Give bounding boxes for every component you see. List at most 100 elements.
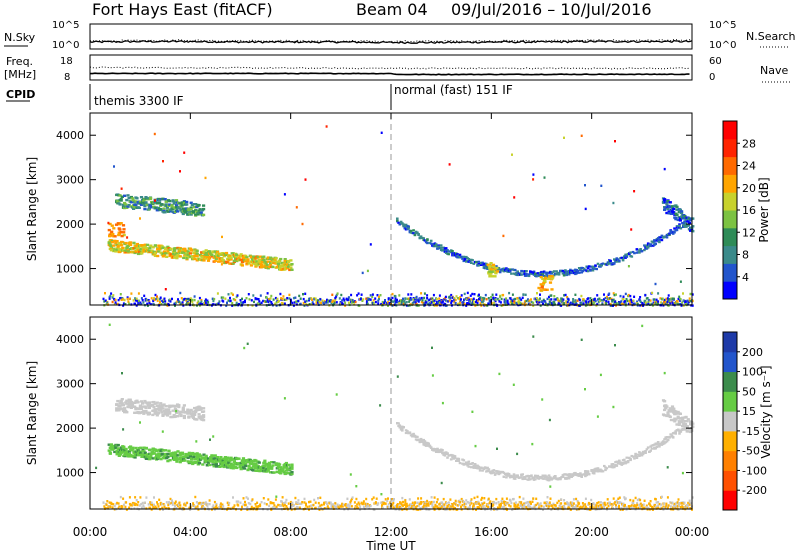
heatmap-cell xyxy=(206,504,209,508)
heatmap-cell xyxy=(664,300,667,304)
heatmap-cell xyxy=(535,497,538,500)
heatmap-cell xyxy=(142,453,146,456)
heatmap-cell xyxy=(276,299,279,302)
heatmap-cell xyxy=(529,500,532,504)
heatmap-cell xyxy=(143,204,147,208)
heatmap-cell xyxy=(603,464,606,468)
heatmap-cell xyxy=(150,501,153,504)
heatmap-cell xyxy=(663,167,666,171)
heatmap-cell xyxy=(335,505,338,509)
heatmap-cell xyxy=(242,300,245,304)
heatmap-cell xyxy=(667,294,670,297)
heatmap-cell xyxy=(525,274,528,277)
heatmap-cell xyxy=(414,231,418,235)
heatmap-cell xyxy=(470,466,473,469)
heatmap-cell xyxy=(521,270,524,273)
heatmap-cell xyxy=(223,456,227,459)
heatmap-cell xyxy=(649,243,652,246)
heatmap-cell xyxy=(128,297,131,300)
heatmap-cell xyxy=(151,457,155,460)
heatmap-cell xyxy=(450,293,453,297)
heatmap-cell xyxy=(388,302,391,305)
heatmap-cell xyxy=(182,256,186,260)
heatmap-cell xyxy=(513,476,517,479)
heatmap-cell xyxy=(347,298,350,301)
heatmap-cell xyxy=(182,416,186,420)
heatmap-cell xyxy=(359,505,362,508)
heatmap-cell xyxy=(487,503,490,506)
heatmap-cell xyxy=(203,502,206,505)
heatmap-cell xyxy=(161,197,165,201)
heatmap-cell xyxy=(563,502,566,505)
heatmap-cell xyxy=(154,410,158,413)
heatmap-cell xyxy=(429,446,433,449)
heatmap-cell xyxy=(343,299,346,302)
heatmap-cell xyxy=(287,502,290,505)
heatmap-cell xyxy=(146,298,149,302)
heatmap-cell xyxy=(283,502,286,505)
heatmap-cell xyxy=(471,462,474,465)
heatmap-cell xyxy=(181,406,185,409)
heatmap-cell xyxy=(543,176,546,179)
heatmap-cell xyxy=(118,453,122,456)
heatmap-cell xyxy=(641,301,644,305)
heatmap-cell xyxy=(443,454,447,457)
heatmap-cell xyxy=(485,262,488,265)
heatmap-cell xyxy=(271,506,274,509)
heatmap-cell xyxy=(192,452,196,456)
heatmap-cell xyxy=(158,246,162,249)
heatmap-cell xyxy=(490,275,494,278)
power-colorbar-label: Power [dB] xyxy=(757,177,771,242)
heatmap-cell xyxy=(175,205,178,209)
heatmap-cell xyxy=(165,414,170,417)
heatmap-cell xyxy=(592,267,596,270)
heatmap-cell xyxy=(181,411,185,414)
heatmap-cell xyxy=(258,467,262,470)
heatmap-cell xyxy=(580,294,583,298)
heatmap-cell xyxy=(124,250,128,254)
heatmap-cell xyxy=(188,252,192,255)
heatmap-cell xyxy=(569,508,572,511)
heatmap-cell xyxy=(271,302,274,306)
heatmap-cell xyxy=(530,502,532,505)
heatmap-cell xyxy=(172,405,176,408)
heatmap-cell xyxy=(481,496,483,500)
heatmap-cell xyxy=(496,304,499,307)
heatmap-cell xyxy=(494,297,497,300)
heatmap-cell xyxy=(513,301,516,305)
heatmap-cell xyxy=(113,239,117,243)
heatmap-cell xyxy=(548,275,552,278)
heatmap-cell xyxy=(357,501,360,504)
heatmap-cell xyxy=(272,260,276,263)
heatmap-cell xyxy=(165,501,168,504)
heatmap-cell xyxy=(549,302,552,305)
heatmap-cell xyxy=(480,498,483,501)
heatmap-cell xyxy=(134,203,138,207)
heatmap-cell xyxy=(220,257,224,260)
heatmap-cell xyxy=(260,301,263,304)
heatmap-cell xyxy=(493,301,496,304)
heatmap-cell xyxy=(428,298,431,301)
heatmap-cell xyxy=(654,447,657,450)
heatmap-cell xyxy=(180,453,185,456)
heatmap-cell xyxy=(140,302,143,306)
heatmap-cell xyxy=(471,292,474,296)
heatmap-cell xyxy=(113,235,117,238)
heatmap-cell xyxy=(417,298,420,302)
heatmap-cell xyxy=(195,210,199,213)
heatmap-cell xyxy=(156,247,160,251)
colorbar-segment xyxy=(723,227,737,247)
heatmap-cell xyxy=(241,297,243,300)
heatmap-cell xyxy=(181,301,184,304)
heatmap-cell xyxy=(221,464,225,467)
heatmap-cell xyxy=(148,448,152,452)
heatmap-cell xyxy=(435,298,438,301)
heatmap-cell xyxy=(527,274,531,278)
heatmap-cell xyxy=(120,234,124,238)
heatmap-cell xyxy=(639,248,642,251)
heatmap-cell xyxy=(384,498,387,501)
heatmap-cell xyxy=(674,217,678,221)
heatmap-cell xyxy=(568,506,571,510)
y-tick-label: 3000 xyxy=(56,174,84,187)
heatmap-cell xyxy=(199,454,203,458)
